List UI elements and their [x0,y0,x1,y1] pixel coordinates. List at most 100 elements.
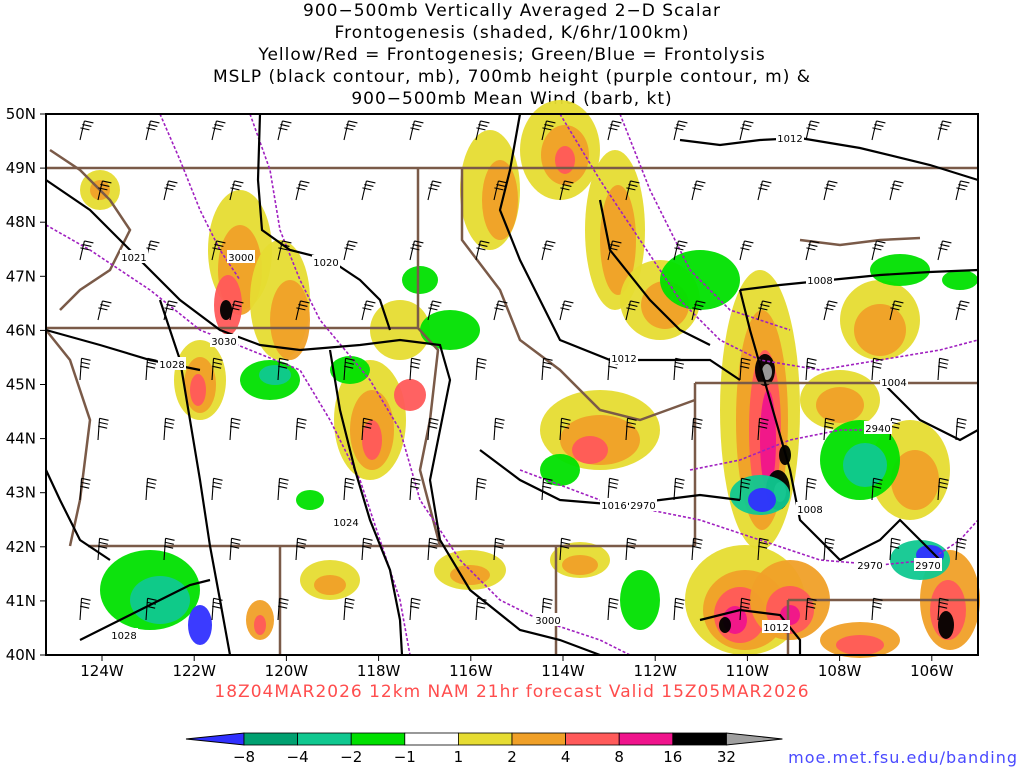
wind-barb [79,357,91,381]
wind-barb [871,597,883,621]
wind-barb-flag [891,417,901,421]
colorbar-label: −1 [394,748,416,766]
wind-barb [823,180,838,201]
wind-barb [427,300,442,321]
lat-tick-label: 48N [6,213,36,231]
wind-barb-staff [541,478,545,501]
wind-barb-flag [147,357,157,361]
wind-barb-flag [806,127,816,131]
wind-barb [145,597,157,621]
wind-barb-staff [805,358,809,381]
wind-barb-flag [296,425,306,429]
wind-barb-flag [298,303,308,307]
height-label: 3000 [228,253,253,264]
wind-barb [409,120,424,141]
longitude-axis: 124W 122W 120W 118W 116W 114W 112W 110W 108W 106W [80,655,954,680]
wind-barb [427,417,439,441]
wind-barb [757,180,772,201]
wind-barb [409,477,421,501]
wind-barb-flag [675,357,685,361]
colorbar: −8 −4 −2 −1 1 2 4 8 16 32 [185,732,783,766]
wind-barb-staff [295,418,299,441]
mslp-label: 1021 [121,253,146,264]
shading-patch [854,304,906,356]
wind-barb-staff [625,180,631,201]
wind-barb-staff [673,120,679,141]
wind-barb-flag [412,123,422,127]
wind-barb-flag [938,485,948,489]
wind-barb-flag [81,357,91,361]
colorbar-segment [672,732,727,746]
wind-barb-flag [542,247,552,251]
wind-barb-flag [348,240,358,244]
border-line [45,329,92,547]
wind-barb-flag [494,541,504,545]
wind-barb-flag [674,365,684,369]
wind-barb-flag [874,243,884,247]
wind-barb-flag [806,601,816,605]
credit-url[interactable]: moe.met.fsu.edu/banding [788,748,1018,767]
wind-barb [607,477,619,501]
wind-barb-flag [146,601,156,605]
wind-barb-flag [560,545,570,549]
wind-barb-flag [362,307,372,311]
wind-barb-flag [278,361,288,365]
wind-barb-flag [873,597,883,601]
wind-barb-flag [362,187,372,191]
wind-barb-staff [409,358,413,381]
wind-barb-flag [429,537,439,541]
wind-barb-flag [758,187,768,191]
wind-barb-flag [890,421,900,425]
wind-barb-staff [607,240,613,261]
wind-barb-flag [873,357,883,361]
wind-barb-flag [410,485,420,489]
colorbar-segment [618,732,674,746]
wind-barb-flag [957,417,967,421]
wind-barb-flag [146,247,156,251]
wind-barb-flag [410,247,420,251]
wind-barb-staff [607,598,611,621]
wind-barb-flag [808,123,818,127]
wind-barb-flag [560,421,570,425]
wind-barb-flag [231,537,241,541]
lat-tick-label: 47N [6,267,36,285]
height-contour [619,113,791,331]
height-label: 2970 [857,561,882,572]
wind-barb-flag [430,183,440,187]
colorbar-label: −4 [287,748,309,766]
wind-barb-flag [740,485,750,489]
wind-barb-flag [495,417,505,421]
wind-barb-flag [674,481,684,485]
lon-tick-label: 118W [357,662,401,680]
wind-barb-staff [805,478,809,501]
lat-tick-label: 42N [6,538,36,556]
wind-barb [361,180,376,201]
wind-barb-flag [608,127,618,131]
wind-barb-flag [806,481,816,485]
wind-barb [889,300,904,321]
wind-barb-staff [361,538,365,561]
wind-barb-staff [295,538,299,561]
wind-barb [211,477,223,501]
wind-barb-flag [213,597,223,601]
wind-barb-flag [692,421,702,425]
wind-barb-staff [343,478,347,501]
wind-barb-flag [346,243,356,247]
wind-barb [823,537,835,561]
wind-barb-staff [211,598,215,621]
wind-barb [625,180,640,201]
lat-tick-label: 46N [6,321,36,339]
wind-barb-flag [164,425,174,429]
wind-barb-flag [758,541,768,545]
wind-barb-flag [476,247,486,251]
wind-barb-flag [344,365,354,369]
wind-barb-flag [213,357,223,361]
shading-patch [719,617,731,633]
wind-barb-flag [824,541,834,545]
wind-barb-flag [956,307,966,311]
wind-barb-flag [627,417,637,421]
wind-barb-flag [230,541,240,545]
wind-barb-flag [98,545,108,549]
colorbar-segment [297,732,352,746]
wind-barb-flag [213,477,223,481]
